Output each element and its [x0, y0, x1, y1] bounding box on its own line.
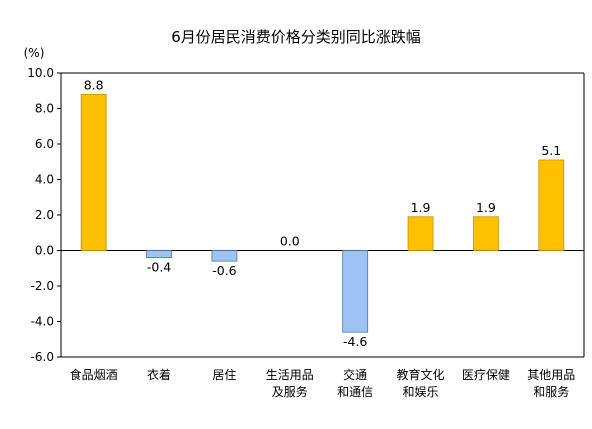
chart-title: 6月份居民消费价格分类别同比涨跌幅 — [171, 28, 421, 46]
category-label: 居住 — [212, 368, 236, 382]
category-label: 医疗保健 — [462, 368, 510, 382]
bar-value-label: -0.6 — [212, 263, 236, 278]
bars — [80, 93, 565, 333]
bar — [146, 250, 172, 258]
y-tick-label: -2.0 — [31, 279, 54, 293]
category-label: 和娱乐 — [403, 385, 439, 399]
y-tick-label: 4.0 — [35, 173, 54, 187]
category-label: 交通 — [343, 367, 367, 382]
category-label: 和服务 — [533, 384, 569, 399]
y-tick-label: 10.0 — [27, 66, 54, 80]
bar — [211, 250, 238, 262]
category-label: 生活用品 — [266, 368, 314, 382]
y-tick-label: 8.0 — [35, 102, 54, 116]
bar-value-label: 5.1 — [541, 143, 561, 158]
axes — [57, 72, 585, 358]
bar-value-label: 1.9 — [411, 200, 431, 215]
y-axis-unit: (%) — [24, 46, 45, 60]
y-tick-label: 2.0 — [35, 208, 54, 222]
category-label: 教育文化 — [397, 367, 445, 382]
bar-value-label: -4.6 — [343, 334, 367, 349]
y-tick-label: 6.0 — [35, 137, 54, 151]
category-label: 及服务 — [272, 384, 308, 399]
data-labels: 8.8 -0.4 -0.6 0.0 -4.6 1.9 1.9 5.1 — [84, 77, 562, 349]
bar — [538, 159, 565, 251]
bar — [473, 216, 499, 251]
y-tick-label: 0.0 — [35, 244, 54, 258]
bar — [342, 250, 369, 333]
bar-value-label: 0.0 — [280, 234, 300, 249]
y-tick-labels: 10.0 8.0 6.0 4.0 2.0 0.0 -2.0 -4.0 -6.0 — [27, 66, 54, 364]
bar-value-label: 1.9 — [476, 200, 496, 215]
y-tick-label: -6.0 — [31, 350, 54, 364]
category-label: 和通信 — [337, 385, 373, 399]
bar — [80, 93, 107, 251]
y-tick-label: -4.0 — [31, 315, 54, 329]
category-label: 衣着 — [147, 367, 171, 382]
bar-value-label: 8.8 — [84, 77, 104, 92]
bar-value-label: -0.4 — [147, 260, 171, 275]
category-label: 其他用品 — [527, 368, 575, 382]
category-label: 食品烟酒 — [70, 367, 118, 382]
bar — [407, 216, 434, 251]
